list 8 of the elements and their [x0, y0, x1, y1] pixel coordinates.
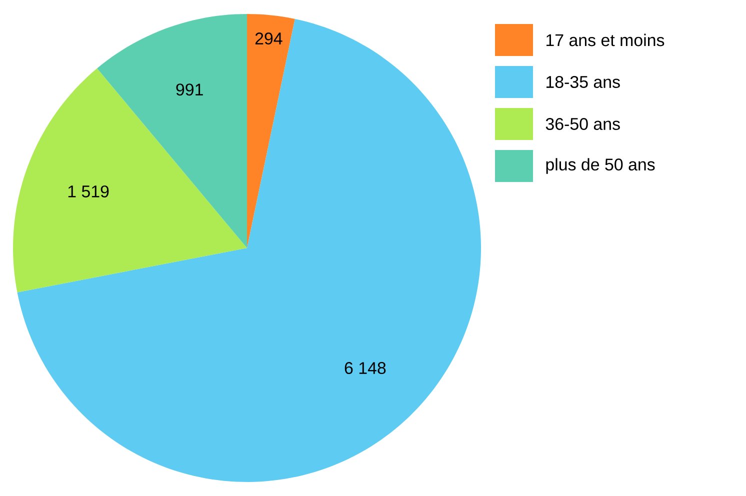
data-label: 991 [176, 84, 203, 96]
data-label: 6 148 [344, 362, 386, 374]
legend-label: 36-50 ans [546, 118, 620, 130]
data-label: 294 [255, 32, 282, 45]
legend-label: 18-35 ans [546, 76, 620, 88]
data-label: 1 519 [68, 185, 109, 198]
legend-label: plus de 50 ans [546, 158, 655, 174]
legend-label: 17 ans et moins [546, 34, 664, 46]
